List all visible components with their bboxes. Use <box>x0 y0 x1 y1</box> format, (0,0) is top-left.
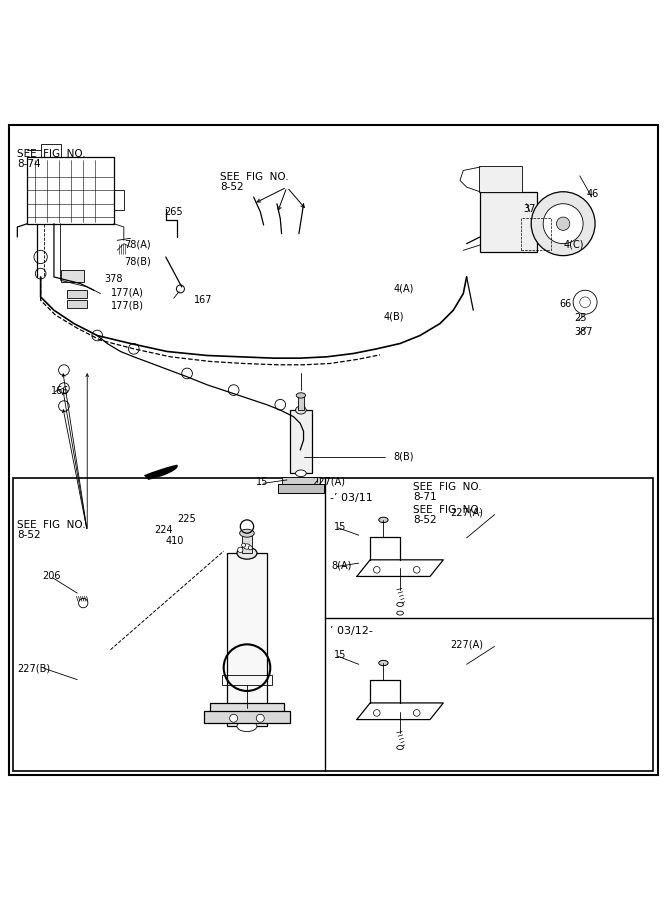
Circle shape <box>414 566 420 573</box>
Ellipse shape <box>295 406 306 414</box>
Text: -’ 03/11: -’ 03/11 <box>330 493 373 503</box>
Circle shape <box>543 203 583 244</box>
Circle shape <box>275 400 285 410</box>
Text: 4(B): 4(B) <box>384 312 404 322</box>
Text: 8-52: 8-52 <box>17 529 41 539</box>
Bar <box>521 219 551 250</box>
Ellipse shape <box>237 721 257 732</box>
Circle shape <box>229 715 237 722</box>
Bar <box>13 478 653 770</box>
Circle shape <box>35 268 46 279</box>
Text: SEE  FIG  NO.: SEE FIG NO. <box>17 519 86 529</box>
Circle shape <box>580 297 590 308</box>
Bar <box>297 395 304 410</box>
Text: 46: 46 <box>586 189 599 199</box>
Circle shape <box>228 385 239 395</box>
Circle shape <box>414 709 420 716</box>
Text: ’ 03/12-: ’ 03/12- <box>330 626 373 636</box>
Text: 177(B): 177(B) <box>111 301 143 310</box>
Ellipse shape <box>237 547 257 559</box>
Bar <box>67 300 87 308</box>
Text: 78(B): 78(B) <box>124 256 151 266</box>
Text: 227(B): 227(B) <box>17 663 51 673</box>
Text: 15: 15 <box>255 477 268 487</box>
Text: 387: 387 <box>574 327 593 337</box>
Ellipse shape <box>397 611 404 615</box>
Text: 224: 224 <box>154 525 172 535</box>
Ellipse shape <box>397 745 404 750</box>
Text: 410: 410 <box>166 536 184 546</box>
Circle shape <box>531 192 595 256</box>
Bar <box>61 270 84 283</box>
Circle shape <box>181 368 192 379</box>
Circle shape <box>573 291 597 314</box>
Circle shape <box>374 709 380 716</box>
Bar <box>227 554 267 726</box>
Circle shape <box>241 544 245 547</box>
Text: 227(A): 227(A) <box>450 508 483 518</box>
Bar <box>27 158 114 224</box>
Text: 206: 206 <box>42 572 61 581</box>
Ellipse shape <box>397 602 404 607</box>
Text: 37: 37 <box>523 204 536 214</box>
Text: SEE  FIG  NO.: SEE FIG NO. <box>17 148 86 158</box>
Text: SEE  FIG  NO.: SEE FIG NO. <box>414 482 482 491</box>
Text: 8-52: 8-52 <box>220 182 244 192</box>
Bar <box>67 291 87 298</box>
Text: 25: 25 <box>574 313 587 323</box>
Bar <box>480 192 536 252</box>
Text: 8-71: 8-71 <box>414 491 437 501</box>
Circle shape <box>374 566 380 573</box>
Text: 66: 66 <box>560 299 572 309</box>
Circle shape <box>34 250 47 264</box>
Text: 78(A): 78(A) <box>124 240 151 250</box>
Circle shape <box>256 715 264 722</box>
Text: 4(C): 4(C) <box>563 240 584 250</box>
Ellipse shape <box>379 518 388 523</box>
Ellipse shape <box>239 529 254 537</box>
Text: 378: 378 <box>104 274 122 284</box>
Bar <box>203 711 290 723</box>
Text: 8(B): 8(B) <box>394 452 414 462</box>
Ellipse shape <box>295 470 306 477</box>
Text: 177(A): 177(A) <box>111 287 143 297</box>
Text: 227(A): 227(A) <box>450 639 483 650</box>
Ellipse shape <box>379 661 388 666</box>
Text: 265: 265 <box>164 207 182 217</box>
Bar <box>479 166 522 192</box>
PathPatch shape <box>144 464 178 480</box>
Bar <box>278 484 323 493</box>
Circle shape <box>556 217 570 230</box>
Circle shape <box>59 382 69 393</box>
Text: 227(A): 227(A) <box>312 477 346 487</box>
Ellipse shape <box>243 544 250 549</box>
Circle shape <box>176 285 184 292</box>
Circle shape <box>59 364 69 375</box>
Circle shape <box>79 598 88 608</box>
Circle shape <box>248 545 252 550</box>
Text: 4(A): 4(A) <box>394 284 414 294</box>
Text: 15: 15 <box>334 521 346 532</box>
Circle shape <box>237 547 243 553</box>
Bar <box>282 477 319 485</box>
Text: 167: 167 <box>193 295 212 305</box>
Ellipse shape <box>296 392 305 398</box>
Bar <box>241 533 252 554</box>
Text: 225: 225 <box>177 514 196 524</box>
Text: SEE  FIG  NO.: SEE FIG NO. <box>414 505 482 515</box>
Bar <box>210 703 283 713</box>
Text: SEE  FIG  NO.: SEE FIG NO. <box>220 172 289 182</box>
Circle shape <box>129 344 139 355</box>
Text: 15: 15 <box>334 650 346 660</box>
Bar <box>290 410 311 473</box>
Text: 8(A): 8(A) <box>331 560 352 571</box>
Text: 8-52: 8-52 <box>414 515 437 525</box>
Circle shape <box>92 330 103 341</box>
Circle shape <box>59 400 69 411</box>
Text: 8-74: 8-74 <box>17 158 41 169</box>
Text: 166: 166 <box>51 386 69 396</box>
Bar <box>221 675 272 685</box>
